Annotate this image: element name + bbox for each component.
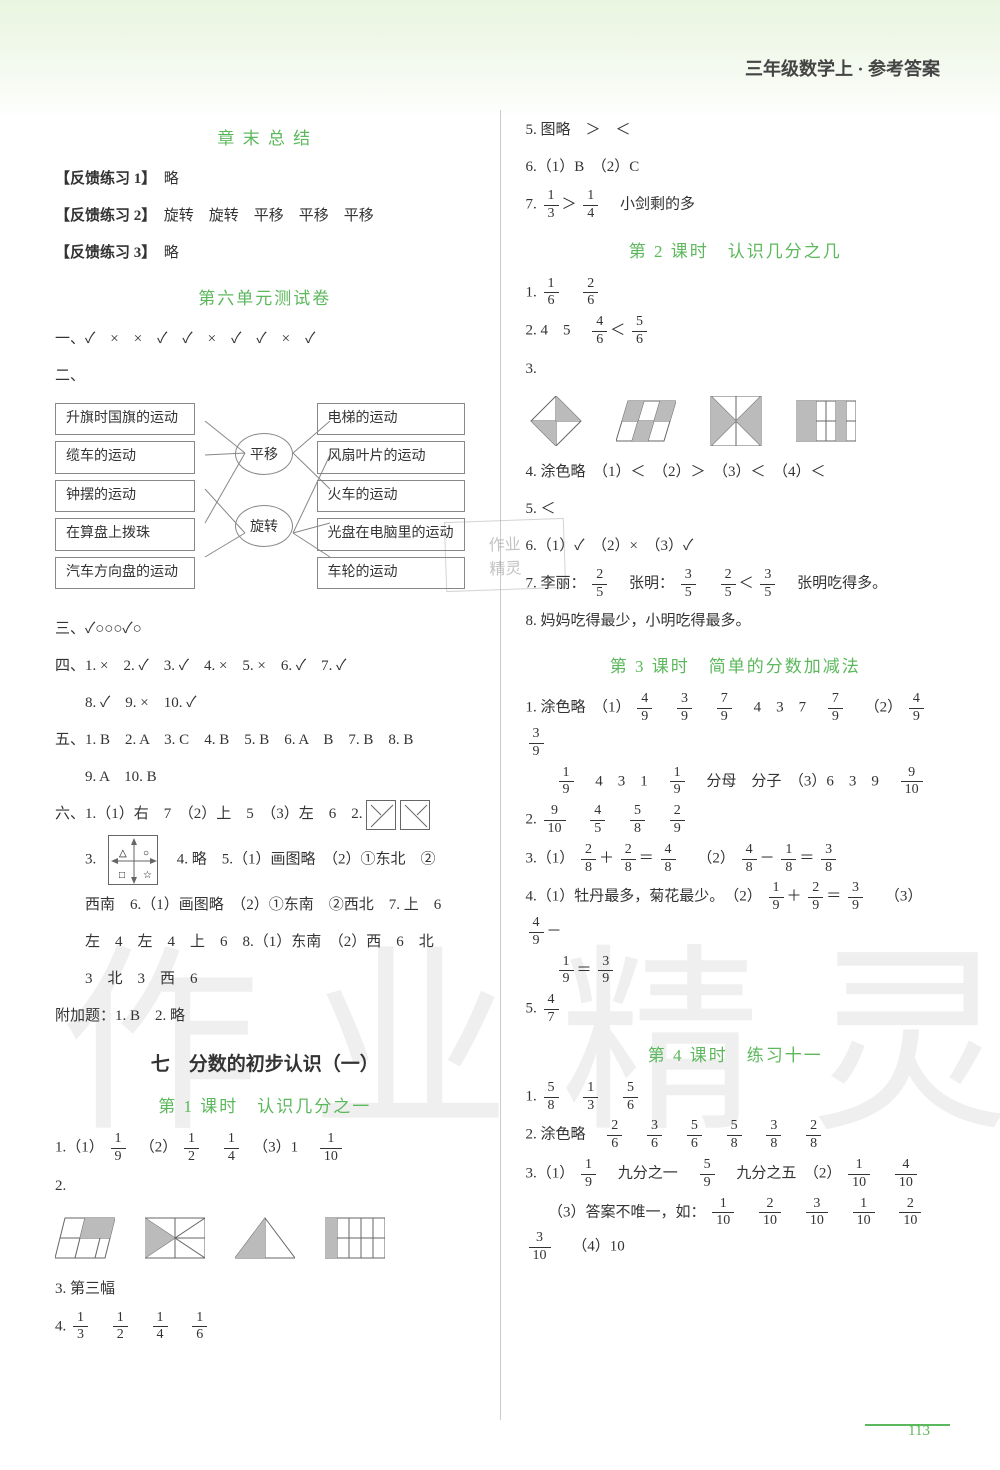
fb3-text: 略 xyxy=(164,245,179,261)
q2-label: 二、 xyxy=(55,360,475,393)
left-column: 章 末 总 结 【反馈练习 1】 略 【反馈练习 2】 旋转 旋转 平移 平移 … xyxy=(55,110,475,1420)
fb1-label: 【反馈练习 1】 xyxy=(55,171,149,187)
q4: 四、1. × 2. ✓ 3. ✓ 4. × 5. × 6. ✓ 7. ✓ xyxy=(55,650,475,683)
s2q5: 5. ＜ xyxy=(526,493,946,526)
fb3-label: 【反馈练习 3】 xyxy=(55,245,149,261)
diagram-right-item: 车轮的运动 xyxy=(317,557,465,589)
s4q3: 3.（1） 19 九分之一 59 九分之五 （2） 110 410 xyxy=(526,1157,946,1192)
s3q4-line2: 19＝ 39 xyxy=(526,954,946,989)
q6-text: 西南 6.（1）画图略 （2）①东南 ②西北 7. 上 6 xyxy=(55,889,475,922)
s3q3: 3.（1） 28＋ 28＝ 48 （2） 48－ 18＝ 38 xyxy=(526,842,946,877)
diagram-left-item: 缆车的运动 xyxy=(55,441,195,473)
s1q4: 4. 13 12 14 16 xyxy=(55,1310,475,1345)
diagram-right-item: 火车的运动 xyxy=(317,480,465,512)
q6: 六、1.（1）右 7 （2）上 5 （3）左 6 2. xyxy=(55,798,475,831)
s3q4: 4.（1）牡丹最多，菊花最少。 （2） 19＋ 29＝ 39 （3） 49－ xyxy=(526,880,946,949)
page-number: 113 xyxy=(908,1423,930,1440)
grid-shape xyxy=(325,1213,385,1263)
lesson4-title: 第 4 课时 练习十一 xyxy=(526,1041,946,1066)
fb2-label: 【反馈练习 2】 xyxy=(55,208,149,224)
lesson2-title: 第 2 课时 认识几分之几 xyxy=(526,237,946,262)
triangle-shape xyxy=(235,1213,295,1263)
small-box-icon xyxy=(400,800,430,830)
svg-text:□: □ xyxy=(119,870,125,881)
svg-text:☆: ☆ xyxy=(143,870,152,881)
s3q2: 2. 910 45 58 29 xyxy=(526,803,946,838)
s3q1-line2: 19 4 3 1 19 分母 分子 （3）6 3 9 910 xyxy=(526,765,946,800)
q3: 三、✓○○○✓○ xyxy=(55,613,475,646)
diagram-center-item: 平移 xyxy=(235,433,293,475)
diamond-shape xyxy=(526,396,586,446)
diagram-right-item: 光盘在电脑里的运动 xyxy=(317,518,465,550)
s2q1: 1. 16 26 xyxy=(526,276,946,311)
q6-3: 3. △○ □☆ 4. 略 5.（1）画图略 （2）①东北 ② xyxy=(55,835,475,885)
right-column: 5. 图略 ＞ ＜ 6.（1）B （2）C 7. 13＞ 14 小剑剩的多 第 … xyxy=(526,110,946,1420)
column-divider xyxy=(500,110,501,1420)
s2q6: 6.（1）✓ （2）× （3）✓ xyxy=(526,530,946,563)
diagram-left-item: 钟摆的运动 xyxy=(55,480,195,512)
r5: 5. 图略 ＞ ＜ xyxy=(526,114,946,147)
square-grid-shape xyxy=(706,396,766,446)
diagram-left-item: 在算盘上拨珠 xyxy=(55,518,195,550)
r7: 7. 13＞ 14 小剑剩的多 xyxy=(526,188,946,223)
q6-text2: 左 4 左 4 上 6 8.（1）东南 （2）西 6 北 xyxy=(55,926,475,959)
s4q2: 2. 涂色略 26 36 56 58 38 28 xyxy=(526,1118,946,1153)
diagram-right-item: 电梯的运动 xyxy=(317,403,465,435)
fb2-text: 旋转 旋转 平移 平移 平移 xyxy=(164,208,374,224)
s2q4: 4. 涂色略 （1）＜ （2）＞ （3）＜ （4）＜ xyxy=(526,456,946,489)
s1q2: 2. xyxy=(55,1170,475,1263)
s2q2: 2. 4 5 46＜ 56 xyxy=(526,314,946,349)
rectangle-shape xyxy=(145,1213,205,1263)
s2q7: 7. 李丽： 25 张明： 35 25＜ 35 张明吃得多。 xyxy=(526,567,946,602)
diagram-left-item: 汽车方向盘的运动 xyxy=(55,557,195,589)
fb1-text: 略 xyxy=(164,171,179,187)
diagram-center-item: 旋转 xyxy=(235,505,293,547)
s2q8: 8. 妈妈吃得最少，小明吃得最多。 xyxy=(526,605,946,638)
svg-text:△: △ xyxy=(119,848,127,859)
parallelogram-shape xyxy=(55,1213,115,1263)
s4q1: 1. 58 13 56 xyxy=(526,1080,946,1115)
r6: 6.（1）B （2）C xyxy=(526,151,946,184)
small-box-icon xyxy=(366,800,396,830)
lesson3-title: 第 3 课时 简单的分数加减法 xyxy=(526,652,946,677)
chapter-7-title: 七 分数的初步认识（一） xyxy=(55,1049,475,1076)
q6-text3: 3 北 3 西 6 xyxy=(55,963,475,996)
section-title-test6: 第六单元测试卷 xyxy=(55,284,475,309)
page-header: 三年级数学上 · 参考答案 xyxy=(745,55,940,81)
section-title-summary: 章 末 总 结 xyxy=(55,124,475,149)
diagram-right-item: 风扇叶片的运动 xyxy=(317,441,465,473)
lesson1-title: 第 1 课时 认识几分之一 xyxy=(55,1092,475,1117)
s2q3: 3. xyxy=(526,353,946,446)
q5: 五、1. B 2. A 3. C 4. B 5. B 6. A B 7. B 8… xyxy=(55,724,475,757)
s1q1: 1.（1） 19 （2） 12 14 （3）1 110 xyxy=(55,1131,475,1166)
parallelogram-shape xyxy=(616,396,676,446)
bonus: 附加题：1. B 2. 略 xyxy=(55,1000,475,1033)
diagram-left-item: 升旗时国旗的运动 xyxy=(55,403,195,435)
svg-text:○: ○ xyxy=(143,848,149,859)
q5b: 9. A 10. B xyxy=(55,761,475,794)
cross-box-icon: △ ○ □ ☆ xyxy=(108,835,158,885)
s4q3-line2: （3）答案不唯一，如： 110 210 310 110 210 310 （4）1… xyxy=(526,1196,946,1265)
matching-diagram: 升旗时国旗的运动 缆车的运动 钟摆的运动 在算盘上拨珠 汽车方向盘的运动 平移 … xyxy=(55,403,475,603)
s1q3: 3. 第三幅 xyxy=(55,1273,475,1306)
s3q5: 5. 47 xyxy=(526,992,946,1027)
q4b: 8. ✓ 9. × 10. ✓ xyxy=(55,687,475,720)
q1: 一、✓ × × ✓ ✓ × ✓ ✓ × ✓ xyxy=(55,323,475,356)
bar-grid-shape xyxy=(796,396,856,446)
s3q1: 1. 涂色略 （1） 49 39 79 4 3 7 79 （2） 49 39 xyxy=(526,691,946,760)
